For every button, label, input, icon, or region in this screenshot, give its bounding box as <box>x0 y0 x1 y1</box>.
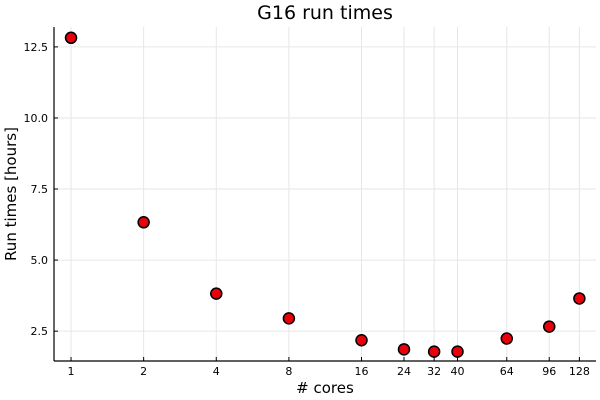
x-tick-label: 24 <box>397 365 411 378</box>
chart-title: G16 run times <box>257 2 393 24</box>
x-tick-label: 16 <box>355 365 369 378</box>
x-tick-label: 96 <box>542 365 556 378</box>
grid <box>54 27 596 361</box>
data-point <box>210 287 223 300</box>
data-point <box>397 343 411 356</box>
data-point <box>282 312 296 325</box>
x-tick-label: 64 <box>500 365 514 378</box>
y-tick-label: 12.5 <box>24 41 49 54</box>
data-point <box>500 332 514 345</box>
data-point <box>355 333 368 347</box>
x-axis-label: # cores <box>296 379 354 397</box>
data-point <box>427 345 441 358</box>
y-tick-label: 5.0 <box>31 254 49 267</box>
data-point <box>64 31 78 45</box>
data-point <box>573 292 586 305</box>
x-tick-label: 4 <box>213 365 220 378</box>
x-tick-label: 1 <box>68 365 75 378</box>
x-tick-label: 128 <box>569 365 590 378</box>
y-ticks: 2.5 5.0 7.5 10.0 12.5 <box>24 41 58 338</box>
x-tick-label: 40 <box>451 365 465 378</box>
axes <box>53 27 596 362</box>
x-tick-label: 2 <box>140 365 147 378</box>
y-tick-label: 2.5 <box>31 325 49 338</box>
y-tick-label: 10.0 <box>24 112 49 125</box>
x-ticks: 1 2 4 8 16 24 32 40 64 96 128 <box>68 357 590 378</box>
data-point <box>451 345 464 358</box>
data-point <box>137 216 150 229</box>
y-axis-label: Run times [hours] <box>2 127 20 261</box>
data-point <box>542 320 556 333</box>
data-points <box>64 31 586 358</box>
x-tick-label: 32 <box>427 365 441 378</box>
y-tick-label: 7.5 <box>31 183 49 196</box>
x-tick-label: 8 <box>285 365 292 378</box>
